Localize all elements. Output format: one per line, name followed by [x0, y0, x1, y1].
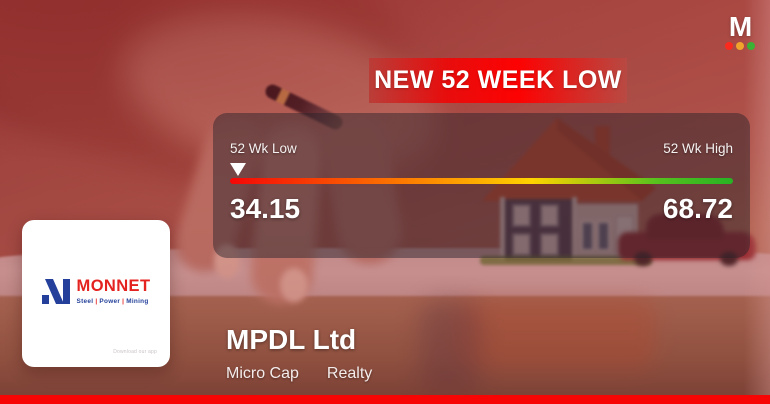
green-dot-icon [747, 41, 755, 50]
range-values: 34.15 68.72 [230, 193, 733, 225]
monnet-mark-icon [41, 278, 70, 304]
current-price-marker-icon [230, 163, 246, 176]
background-highlight [744, 0, 770, 404]
tagline-power: Power [99, 297, 121, 305]
fingernail-image [214, 244, 240, 278]
table-reflection [455, 300, 655, 370]
high-value: 68.72 [662, 193, 733, 224]
company-info: MPDL Ltd Micro Cap Realty [226, 324, 372, 383]
tagline-separator: | [95, 297, 98, 305]
52-week-range-panel: 52 Wk Low 52 Wk High 34.15 68.72 [213, 113, 750, 258]
company-name: MPDL Ltd [226, 324, 357, 355]
brand-dots [725, 41, 755, 50]
monnet-logo: MONNET Steel | Power | Mining [22, 278, 170, 305]
watermark-text: Download our app [113, 349, 157, 355]
monnet-wordmark: MONNET Steel | Power | Mining [77, 278, 151, 305]
range-labels: 52 Wk Low 52 Wk High [230, 141, 733, 156]
marketsmojo-logo: M [725, 11, 755, 50]
footer-accent-bar [0, 395, 770, 404]
sector-tag: Realty [326, 365, 373, 383]
high-label: 52 Wk High [663, 141, 733, 156]
range-gradient-bar [230, 178, 733, 184]
alert-banner: NEW 52 WEEK LOW [369, 58, 627, 103]
brand-letter: M [728, 11, 752, 42]
low-value: 34.15 [230, 193, 301, 224]
tagline-steel: Steel [76, 297, 94, 305]
market-cap-tag: Micro Cap [226, 365, 299, 383]
monnet-name: MONNET [76, 277, 151, 295]
table-reflection [420, 300, 480, 395]
alert-banner-text: NEW 52 WEEK LOW [374, 66, 622, 94]
red-dot-icon [725, 41, 733, 50]
monnet-tagline: Steel | Power | Mining [77, 298, 151, 305]
tagline-separator: | [122, 297, 125, 305]
fingernail-image [280, 268, 308, 302]
company-tags: Micro Cap Realty [226, 365, 372, 383]
low-label: 52 Wk Low [230, 141, 297, 156]
company-logo-card: MONNET Steel | Power | Mining Download our a… [22, 220, 170, 367]
tagline-mining: Mining [126, 297, 149, 305]
toy-car-image [612, 206, 762, 268]
orange-dot-icon [736, 41, 744, 50]
